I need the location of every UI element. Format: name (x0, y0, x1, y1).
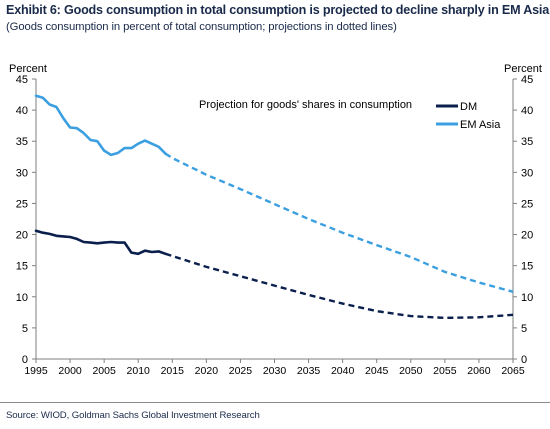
x-tick-label: 2065 (501, 365, 525, 377)
y-tick-label-left: 30 (16, 167, 28, 179)
x-tick-label: 2035 (297, 365, 321, 377)
y-tick-label-left: 15 (16, 261, 28, 273)
y-tick-label-left: 5 (22, 323, 28, 335)
y-tick-label-left: 35 (16, 136, 28, 148)
chart-legend: DM EM Asia (436, 101, 501, 131)
y-tick-label-right: 0 (521, 354, 527, 366)
source-note: Source: WIOD, Goldman Sachs Global Inves… (6, 410, 260, 421)
x-tick-label: 2055 (433, 365, 457, 377)
series-dm-historical-line (34, 229, 167, 256)
y-tick-label-left: 40 (16, 105, 28, 117)
y-tick-label-right: 5 (521, 323, 527, 335)
y-tick-label-left: 10 (16, 292, 28, 304)
y-tick-label-right: 30 (521, 167, 533, 179)
y-tick-label-left: 45 (16, 74, 28, 86)
y-axis-label-right: Percent (504, 63, 542, 75)
x-tick-label: 2040 (331, 365, 355, 377)
y-tick-label-left: 20 (16, 230, 28, 242)
x-tick-label: 2025 (229, 365, 253, 377)
y-tick-label-right: 25 (521, 198, 533, 210)
series-em-asia-projection-line (164, 152, 514, 293)
chart-annotation: Projection for goods' shares in consumpt… (199, 99, 412, 111)
footer-divider (0, 402, 550, 403)
x-tick-label: 2005 (92, 365, 116, 377)
y-tick-label-right: 45 (521, 74, 533, 86)
x-tick-label: 2020 (195, 365, 219, 377)
y-tick-label-right: 10 (521, 292, 533, 304)
y-tick-label-right: 35 (521, 136, 533, 148)
x-tick-label: 2045 (365, 365, 389, 377)
legend-label-em-asia: EM Asia (460, 119, 501, 131)
x-tick-label: 2010 (127, 365, 151, 377)
x-tick-label: 2015 (161, 365, 185, 377)
y-axis-label-left: Percent (9, 63, 47, 75)
y-tick-label-left: 0 (22, 354, 28, 366)
y-tick-label-left: 25 (16, 198, 28, 210)
chart-title: Exhibit 6: Goods consumption in total co… (6, 3, 550, 17)
chart-subtitle: (Goods consumption in percent of total c… (6, 21, 397, 33)
y-tick-label-right: 40 (521, 105, 533, 117)
y-tick-label-right: 15 (521, 261, 533, 273)
x-tick-label: 2060 (467, 365, 491, 377)
y-tick-label-right: 20 (521, 230, 533, 242)
series-dm-projection-line (165, 252, 514, 320)
x-tick-label: 2000 (58, 365, 82, 377)
series-em-asia-historical-line (34, 94, 167, 157)
x-tick-label: 2030 (263, 365, 287, 377)
x-tick-label: 2050 (399, 365, 423, 377)
chart-series (34, 94, 514, 320)
x-tick-label: 1995 (24, 365, 48, 377)
legend-label-dm: DM (460, 101, 477, 113)
